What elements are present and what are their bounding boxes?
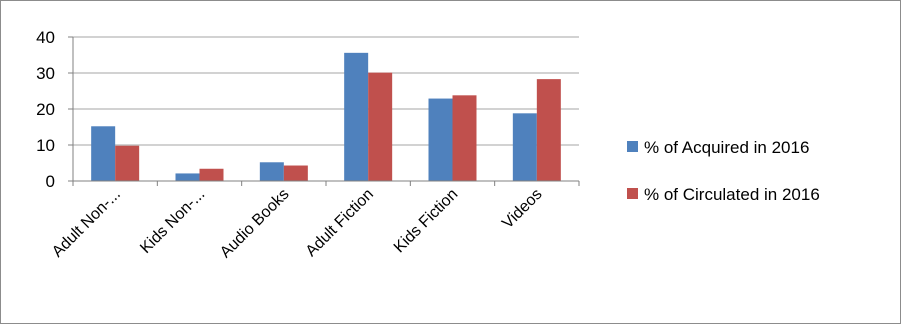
bar-acquired [259,162,284,181]
bar-acquired [428,98,453,181]
bar-acquired [344,52,369,182]
bar-circulated [115,145,140,181]
bar-circulated [452,95,477,181]
y-tick-label: 30 [36,64,55,83]
y-tick-label: 0 [46,172,55,191]
x-category-label: Audio Books [217,186,293,262]
axes [68,36,580,186]
bar-circulated [368,72,393,181]
x-category-label: Adult Fiction [303,186,377,260]
legend-swatch-acquired [627,141,638,152]
x-axis-category-labels: Adult Non-... Kids Non-... Audio Books Adul… [49,186,546,262]
legend-label-acquired: % of Acquired in 2016 [644,138,809,157]
bar-acquired [512,113,537,181]
y-tick-label: 10 [36,136,55,155]
gridlines [73,36,579,146]
legend-label-circulated: % of Circulated in 2016 [644,185,820,204]
bar-circulated [536,79,561,181]
legend: % of Acquired in 2016 % of Circulated in … [627,138,820,204]
bar-acquired [91,126,116,181]
bar-circulated [199,168,224,181]
y-tick-label: 20 [36,100,55,119]
bars [91,52,561,182]
x-category-label: Adult Non-... [49,186,124,261]
x-category-label: Kids Non-... [137,186,208,257]
x-category-label: Videos [499,186,545,232]
bar-acquired [175,173,200,181]
bar-circulated [283,165,308,181]
legend-swatch-circulated [627,188,638,199]
y-tick-label: 40 [36,28,55,47]
y-axis-tick-labels: 0 10 20 30 40 [36,28,55,191]
x-category-label: Kids Fiction [391,186,462,257]
